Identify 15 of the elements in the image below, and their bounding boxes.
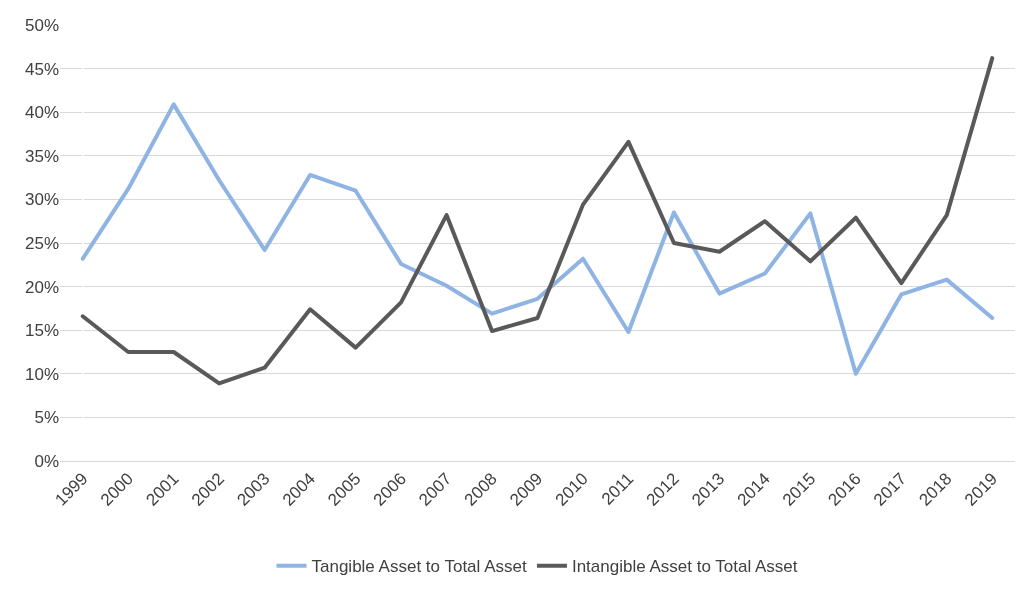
y-tick-label: 20%	[24, 277, 59, 297]
y-tick-label: 40%	[24, 103, 59, 123]
y-tick-label: 50%	[24, 15, 59, 35]
y-tick-label: 30%	[24, 190, 59, 210]
y-tick-label: 35%	[24, 146, 59, 166]
y-tick-label: 5%	[34, 408, 59, 428]
y-tick-label: 10%	[24, 364, 59, 384]
y-tick-label: 15%	[24, 321, 59, 341]
legend-label: Intangible Asset to Total Asset	[571, 557, 798, 577]
y-tick-label: 45%	[24, 59, 59, 79]
line-series	[80, 102, 995, 376]
line-series	[80, 56, 995, 386]
legend-label: Tangible Asset to Total Asset	[311, 557, 527, 577]
y-tick-label: 0%	[34, 451, 59, 471]
y-tick-label: 25%	[24, 233, 59, 253]
